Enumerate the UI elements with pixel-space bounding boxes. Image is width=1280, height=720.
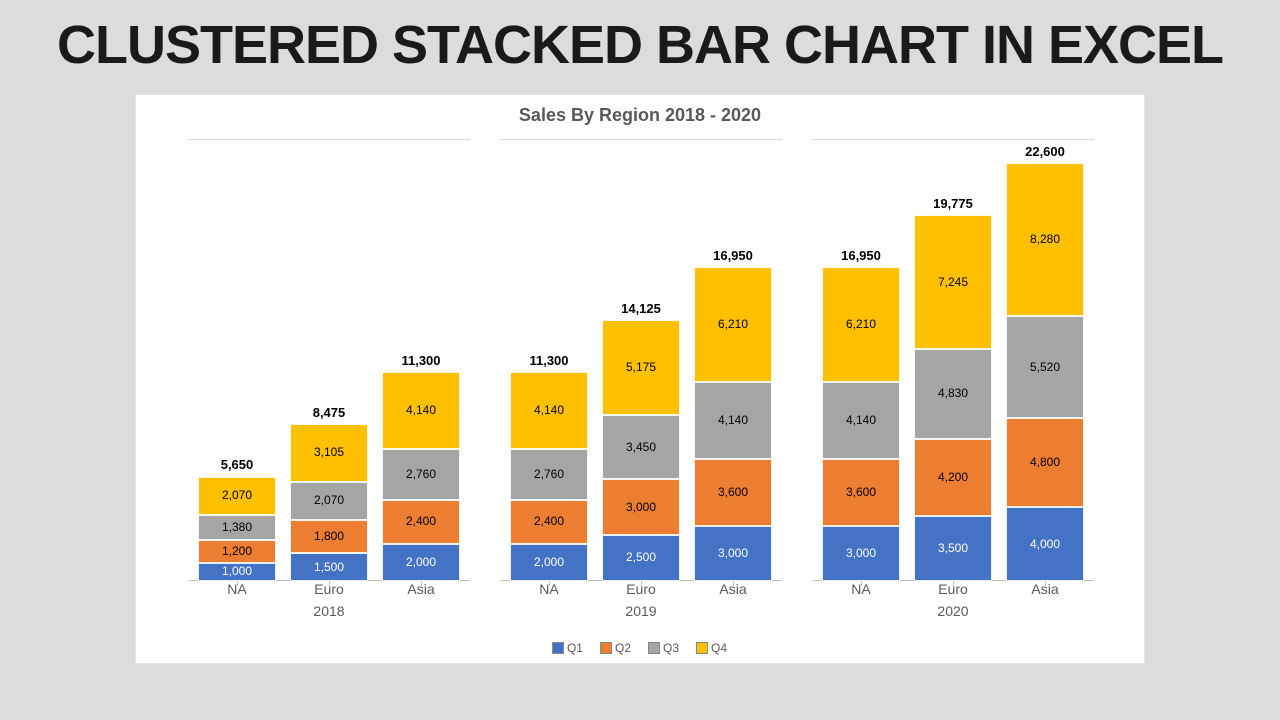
legend-item: Q1 bbox=[553, 641, 583, 655]
chart-segment: 1,500 bbox=[290, 553, 368, 581]
axis-region-label: Asia bbox=[1006, 581, 1084, 597]
chart-segment: 3,000 bbox=[694, 526, 772, 582]
page-title: CLUSTERED STACKED BAR CHART IN EXCEL bbox=[0, 0, 1280, 72]
chart-segment: 6,210 bbox=[822, 267, 900, 382]
chart-segment: 3,105 bbox=[290, 424, 368, 481]
legend-item: Q3 bbox=[649, 641, 679, 655]
chart-segment: 3,000 bbox=[822, 526, 900, 582]
chart-bar: 3,0003,6004,1406,21016,950 bbox=[694, 267, 772, 581]
legend-label: Q2 bbox=[615, 641, 631, 655]
chart-segment: 4,140 bbox=[822, 382, 900, 459]
chart-total-label: 14,125 bbox=[602, 301, 680, 316]
chart-segment: 3,000 bbox=[602, 479, 680, 535]
chart-bar: 1,5001,8002,0703,1058,475 bbox=[290, 424, 368, 581]
chart-total-label: 22,600 bbox=[1006, 144, 1084, 159]
chart-segment: 6,210 bbox=[694, 267, 772, 382]
chart-segment: 3,450 bbox=[602, 415, 680, 479]
chart-bar: 1,0001,2001,3802,0705,650 bbox=[198, 477, 276, 581]
chart-card: Sales By Region 2018 - 2020 1,0001,2001,… bbox=[135, 94, 1145, 664]
chart-segment: 2,760 bbox=[510, 449, 588, 500]
chart-bar: 4,0004,8005,5208,28022,600 bbox=[1006, 163, 1084, 581]
chart-segment: 4,830 bbox=[914, 349, 992, 438]
chart-segment: 2,400 bbox=[510, 500, 588, 544]
chart-segment: 7,245 bbox=[914, 215, 992, 349]
chart-segment: 3,600 bbox=[694, 459, 772, 526]
chart-segment: 4,000 bbox=[1006, 507, 1084, 581]
chart-segment: 1,000 bbox=[198, 563, 276, 582]
chart-legend: Q1 Q2 Q3 Q4 bbox=[136, 641, 1144, 655]
legend-item: Q2 bbox=[601, 641, 631, 655]
axis-year-label: 2018 bbox=[198, 603, 460, 619]
chart-total-label: 19,775 bbox=[914, 196, 992, 211]
chart-segment: 4,200 bbox=[914, 439, 992, 517]
chart-x-axis: NA Euro Asia 2018 NA Euro Asia 2019 NA Euro Asia 20… bbox=[176, 581, 1104, 621]
axis-region-label: Asia bbox=[382, 581, 460, 597]
chart-segment: 2,400 bbox=[382, 500, 460, 544]
chart-segment: 4,800 bbox=[1006, 418, 1084, 507]
chart-segment: 4,140 bbox=[382, 372, 460, 449]
legend-label: Q3 bbox=[663, 641, 679, 655]
chart-segment: 2,500 bbox=[602, 535, 680, 581]
chart-title: Sales By Region 2018 - 2020 bbox=[136, 95, 1144, 126]
chart-segment: 2,070 bbox=[290, 482, 368, 520]
chart-bar: 2,5003,0003,4505,17514,125 bbox=[602, 320, 680, 581]
axis-year-label: 2019 bbox=[510, 603, 772, 619]
chart-segment: 2,000 bbox=[382, 544, 460, 581]
chart-bar: 2,0002,4002,7604,14011,300 bbox=[510, 372, 588, 581]
axis-region-label: Asia bbox=[694, 581, 772, 597]
chart-bar: 3,5004,2004,8307,24519,775 bbox=[914, 215, 992, 581]
chart-total-label: 16,950 bbox=[694, 248, 772, 263]
chart-segment: 2,070 bbox=[198, 477, 276, 515]
legend-swatch bbox=[553, 643, 563, 653]
chart-segment: 4,140 bbox=[694, 382, 772, 459]
chart-segment: 5,520 bbox=[1006, 316, 1084, 418]
axis-year-label: 2020 bbox=[822, 603, 1084, 619]
axis-region-label: NA bbox=[510, 581, 588, 597]
axis-region-label: Euro bbox=[290, 581, 368, 597]
chart-plot-area: 1,0001,2001,3802,0705,6501,5001,8002,070… bbox=[176, 139, 1104, 581]
chart-segment: 2,000 bbox=[510, 544, 588, 581]
legend-swatch bbox=[697, 643, 707, 653]
chart-total-label: 16,950 bbox=[822, 248, 900, 263]
axis-region-label: Euro bbox=[914, 581, 992, 597]
chart-total-label: 11,300 bbox=[382, 353, 460, 368]
chart-total-label: 5,650 bbox=[198, 457, 276, 472]
legend-swatch bbox=[601, 643, 611, 653]
legend-label: Q1 bbox=[567, 641, 583, 655]
axis-region-label: NA bbox=[822, 581, 900, 597]
legend-item: Q4 bbox=[697, 641, 727, 655]
chart-segment: 3,600 bbox=[822, 459, 900, 526]
chart-segment: 5,175 bbox=[602, 320, 680, 416]
chart-total-label: 11,300 bbox=[510, 353, 588, 368]
chart-segment: 3,500 bbox=[914, 516, 992, 581]
chart-segment: 1,800 bbox=[290, 520, 368, 553]
chart-segment: 1,380 bbox=[198, 515, 276, 541]
chart-bar: 2,0002,4002,7604,14011,300 bbox=[382, 372, 460, 581]
chart-segment: 4,140 bbox=[510, 372, 588, 449]
axis-region-label: NA bbox=[198, 581, 276, 597]
chart-segment: 8,280 bbox=[1006, 163, 1084, 316]
chart-segment: 1,200 bbox=[198, 540, 276, 562]
chart-bar: 3,0003,6004,1406,21016,950 bbox=[822, 267, 900, 581]
axis-region-label: Euro bbox=[602, 581, 680, 597]
chart-total-label: 8,475 bbox=[290, 405, 368, 420]
chart-segment: 2,760 bbox=[382, 449, 460, 500]
legend-swatch bbox=[649, 643, 659, 653]
legend-label: Q4 bbox=[711, 641, 727, 655]
